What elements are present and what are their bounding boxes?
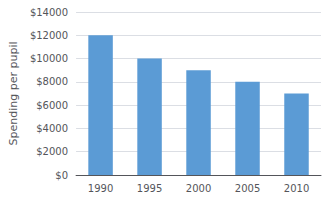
svg-text:Spending per pupil: Spending per pupil	[7, 41, 20, 145]
svg-text:2010: 2010	[284, 183, 309, 194]
svg-text:2005: 2005	[235, 183, 260, 194]
svg-text:$6000: $6000	[36, 100, 68, 111]
svg-text:1995: 1995	[137, 183, 162, 194]
svg-text:$4000: $4000	[36, 123, 68, 134]
svg-text:$10000: $10000	[30, 53, 68, 64]
svg-text:$0: $0	[55, 170, 68, 181]
svg-text:$14000: $14000	[30, 7, 68, 18]
svg-text:2000: 2000	[186, 183, 211, 194]
svg-text:1990: 1990	[88, 183, 113, 194]
svg-text:$8000: $8000	[36, 76, 68, 87]
svg-text:$2000: $2000	[36, 146, 68, 157]
svg-text:$12000: $12000	[30, 30, 68, 41]
